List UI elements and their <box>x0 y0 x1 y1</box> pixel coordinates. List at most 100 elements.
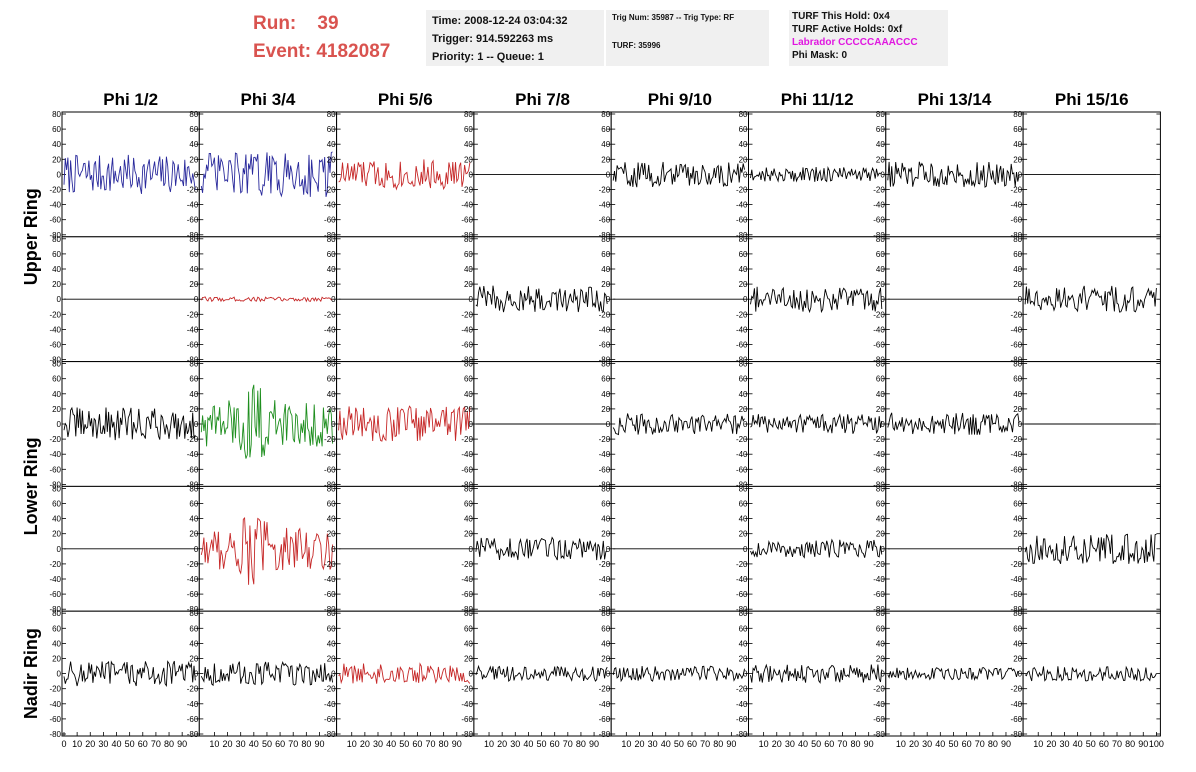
x-tick-label: 60 <box>962 739 972 749</box>
y-tick-label: -40 <box>599 700 611 709</box>
x-tick-label: 80 <box>988 739 998 749</box>
y-tick-label: -80 <box>49 730 61 739</box>
y-tick-label: 60 <box>876 125 885 134</box>
y-tick-label: 40 <box>327 265 336 274</box>
y-tick-label: -20 <box>49 186 61 195</box>
y-tick-label: 40 <box>1013 639 1022 648</box>
x-tick-label: 40 <box>523 739 533 749</box>
y-tick-label: 40 <box>876 515 885 524</box>
x-tick-label: 40 <box>249 739 259 749</box>
y-tick-label: -60 <box>324 465 336 474</box>
y-tick-label: 40 <box>52 390 61 399</box>
y-tick-label: -80 <box>736 231 748 240</box>
y-tick-label: -80 <box>187 231 199 240</box>
x-tick-label: 10 <box>896 739 906 749</box>
x-tick-label: 20 <box>360 739 370 749</box>
y-tick-label: 0 <box>194 670 199 679</box>
y-tick-label: 80 <box>327 609 336 618</box>
turf-info-box: TURF This Hold: 0x4 TURF Active Holds: 0… <box>789 10 948 66</box>
y-tick-label: -20 <box>736 435 748 444</box>
y-tick-label: -40 <box>187 450 199 459</box>
waveform-trace <box>887 161 1020 188</box>
waveform-trace <box>612 413 745 436</box>
x-tick-label: 10 <box>209 739 219 749</box>
y-tick-label: 20 <box>327 655 336 664</box>
x-tick-label: 90 <box>726 739 736 749</box>
x-tick-label: 10 <box>1033 739 1043 749</box>
x-tick-label: 70 <box>1112 739 1122 749</box>
y-tick-label: 80 <box>327 235 336 244</box>
y-tick-label: -60 <box>599 216 611 225</box>
y-tick-label: -80 <box>461 605 473 614</box>
y-tick-label: 20 <box>189 155 198 164</box>
y-tick-label: 0 <box>194 295 199 304</box>
y-tick-label: 60 <box>464 624 473 633</box>
y-tick-label: -20 <box>599 186 611 195</box>
y-tick-label: 60 <box>327 125 336 134</box>
y-tick-label: -20 <box>599 685 611 694</box>
y-tick-label: -60 <box>187 590 199 599</box>
y-tick-label: -20 <box>873 310 885 319</box>
event-label: Event: <box>253 41 312 62</box>
x-tick-label: 40 <box>1073 739 1083 749</box>
x-tick-label: 60 <box>1099 739 1109 749</box>
waveform-trace <box>200 296 333 303</box>
x-tick-label: 50 <box>537 739 547 749</box>
y-tick-label: -80 <box>49 231 61 240</box>
y-tick-label: 80 <box>601 484 610 493</box>
y-tick-label: -60 <box>324 590 336 599</box>
x-tick-label: 60 <box>412 739 422 749</box>
y-tick-label: -80 <box>599 231 611 240</box>
y-tick-label: 40 <box>1013 515 1022 524</box>
y-tick-label: -60 <box>324 216 336 225</box>
y-tick-label: 60 <box>327 624 336 633</box>
y-tick-label: 20 <box>189 405 198 414</box>
waveform-trace <box>63 154 196 194</box>
y-tick-label: -20 <box>1011 685 1023 694</box>
y-tick-label: 0 <box>468 545 473 554</box>
x-tick-label: 10 <box>72 739 82 749</box>
y-tick-label: 80 <box>876 360 885 369</box>
y-tick-label: -20 <box>187 186 199 195</box>
y-tick-label: -60 <box>461 341 473 350</box>
y-tick-label: 60 <box>464 125 473 134</box>
y-tick-label: -80 <box>1011 730 1023 739</box>
x-tick-label: 40 <box>661 739 671 749</box>
y-tick-label: 60 <box>876 250 885 259</box>
x-tick-label: 50 <box>674 739 684 749</box>
waveform-trace <box>1024 665 1157 682</box>
panel-frame <box>748 361 887 487</box>
y-tick-label: 40 <box>464 515 473 524</box>
y-tick-label: -40 <box>873 575 885 584</box>
y-tick-label: 80 <box>601 235 610 244</box>
y-tick-label: 60 <box>739 125 748 134</box>
y-tick-label: 60 <box>52 375 61 384</box>
y-tick-label: 40 <box>739 140 748 149</box>
y-tick-label: 40 <box>189 265 198 274</box>
x-tick-label: 30 <box>98 739 108 749</box>
y-tick-label: -60 <box>49 590 61 599</box>
y-tick-label: -80 <box>324 605 336 614</box>
y-tick-label: -80 <box>187 356 199 365</box>
x-tick-label: 70 <box>975 739 985 749</box>
y-tick-label: -20 <box>1011 310 1023 319</box>
x-tick-label: 40 <box>112 739 122 749</box>
y-tick-label: -80 <box>324 356 336 365</box>
y-tick-label: -20 <box>599 560 611 569</box>
y-tick-label: 40 <box>739 515 748 524</box>
y-tick-label: 0 <box>194 420 199 429</box>
y-tick-label: 0 <box>606 670 611 679</box>
y-tick-label: 60 <box>739 375 748 384</box>
y-tick-label: -20 <box>461 560 473 569</box>
y-tick-label: 20 <box>327 280 336 289</box>
y-tick-label: 80 <box>52 484 61 493</box>
y-tick-label: -20 <box>187 435 199 444</box>
waveform-trace <box>612 665 745 683</box>
y-tick-label: -20 <box>187 310 199 319</box>
x-tick-label: 90 <box>1138 739 1148 749</box>
run-value: 39 <box>317 13 339 34</box>
x-tick-label: 80 <box>1125 739 1135 749</box>
x-tick-label: 0 <box>61 739 66 749</box>
x-tick-label: 90 <box>864 739 874 749</box>
